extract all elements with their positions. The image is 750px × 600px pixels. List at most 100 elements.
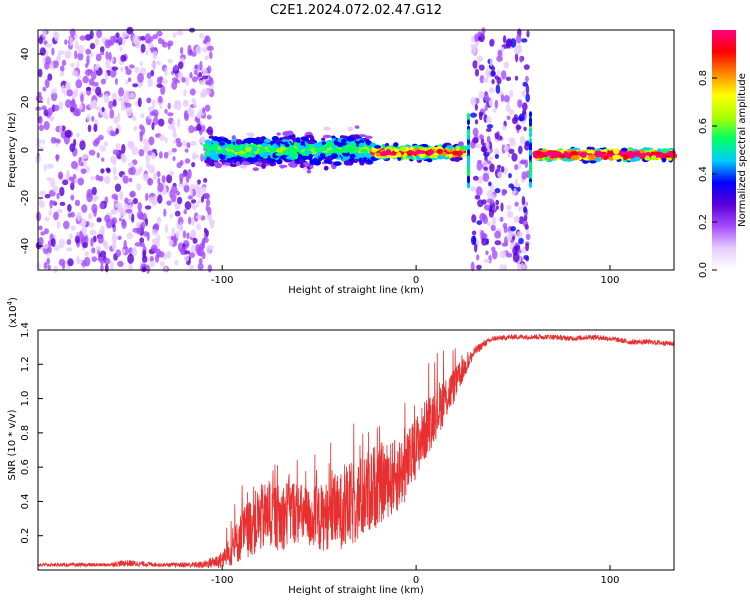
spectrogram-cell	[69, 233, 73, 240]
spectrogram-cell	[484, 104, 488, 112]
spectrogram-cell	[512, 252, 520, 263]
spectrogram-cell	[470, 235, 477, 246]
spectrogram-cell	[306, 169, 312, 174]
spectrogram-cell	[142, 173, 149, 182]
spectrogram-cell	[506, 115, 511, 121]
spectrogram-cell	[495, 199, 500, 206]
spectrogram-cell	[205, 205, 209, 212]
spectrogram-cell	[174, 79, 180, 84]
spectrogram-cell	[177, 196, 183, 205]
spectrogram-cell	[535, 150, 542, 156]
spectrogram-cell	[505, 76, 512, 82]
colorbar-ticks: 0.0 0.2 0.4 0.6 0.8	[698, 70, 717, 278]
spectrogram-cell	[639, 150, 645, 154]
spectrogram-cell	[276, 132, 281, 136]
spectrogram-cell	[216, 136, 223, 143]
spectrogram-cell	[132, 34, 139, 45]
spectrogram-cell	[167, 43, 171, 50]
spectrogram-cell	[472, 137, 479, 144]
snr-y-tick-label: 1.0	[20, 391, 31, 407]
spectrogram-cell	[148, 106, 155, 113]
spectrogram-cell	[88, 149, 96, 156]
spectrogram-cell	[529, 181, 532, 188]
spectrogram-cell	[476, 161, 483, 171]
spectrogram-cell	[35, 95, 43, 103]
colorbar-tick-label: 0.0	[698, 262, 709, 278]
spectrogram-cell	[115, 249, 122, 257]
spectrogram-cell	[259, 153, 269, 158]
spectrogram-cell	[129, 141, 135, 149]
spectrogram-cell	[59, 65, 65, 72]
spectrogram-cell	[44, 194, 51, 199]
spectrogram-cell	[101, 157, 105, 162]
spectrogram-cell	[111, 66, 119, 71]
spectrogram-cell	[529, 144, 532, 151]
spectrogram-cell	[184, 110, 188, 119]
spectrogram-cell	[501, 125, 507, 131]
spectrogram-cell	[152, 117, 159, 126]
spectrogram-cell	[570, 151, 578, 156]
spectrogram-cell	[112, 166, 117, 176]
spectrogram-cell	[261, 159, 269, 164]
spectrogram-cell	[63, 220, 70, 230]
spectrogram-cell	[521, 90, 526, 98]
spectrogram-cell	[103, 141, 109, 147]
spectrogram-cell	[481, 27, 486, 35]
spectrogram-cell	[168, 170, 175, 176]
spectrogram-cell	[579, 152, 586, 158]
spectrogram-cell	[104, 39, 111, 49]
spectrogram-cell	[195, 45, 202, 55]
spectrogram-cell	[43, 120, 50, 131]
spectrogram-cell	[513, 188, 517, 194]
spectrogram-cell	[454, 156, 460, 162]
spectrogram-cell	[319, 153, 326, 158]
spectrogram-cell	[91, 247, 96, 254]
spectrogram-cell	[488, 87, 495, 94]
spectrogram-cell	[358, 157, 363, 163]
spectrogram-cell	[486, 116, 492, 124]
spectrogram-cell	[189, 187, 193, 198]
spectrogram-cell	[131, 213, 135, 223]
spectrogram-cell	[525, 84, 530, 95]
spectrogram-cell	[476, 254, 480, 261]
spectrogram-cell	[46, 163, 54, 169]
spectrogram-cell	[125, 68, 132, 76]
spectrogram-cell	[187, 169, 192, 179]
spectrogram-cell	[525, 75, 529, 83]
spectrogram-cell	[167, 58, 173, 64]
spectrogram-cell	[81, 226, 87, 235]
spectrogram-cell	[189, 72, 193, 79]
spectrogram-cell	[66, 247, 73, 252]
spectrogram-cell	[105, 59, 111, 69]
spectrogram-cell	[169, 213, 174, 219]
spectrogram-cell	[513, 215, 520, 223]
spectrogram-cell	[587, 149, 595, 155]
spectrogram-cell	[79, 140, 86, 151]
spectrogram-cell	[494, 99, 499, 109]
spectrogram-cell	[208, 162, 214, 166]
spectrogram-cell	[49, 115, 55, 122]
spectrogram-cell	[506, 38, 513, 47]
spectrogram-cell	[173, 103, 179, 110]
spectrogram-cell	[52, 185, 58, 193]
spectrogram-cell	[204, 55, 209, 61]
spectrogram-x-ticks: -100 0 100	[211, 265, 620, 286]
spectrogram-cell	[333, 161, 342, 166]
spectrogram-cell	[359, 139, 364, 145]
spectrogram-cell	[353, 134, 360, 140]
spectrogram-cell	[489, 163, 495, 173]
spectrogram-cell	[203, 227, 208, 234]
spectrogram-cell	[349, 153, 356, 159]
spectrogram-cell	[77, 177, 84, 186]
spectrogram-cell	[113, 175, 119, 181]
spectrogram-cell	[360, 149, 369, 153]
spectrogram-y-tick-label: 40	[20, 48, 31, 61]
spectrogram-cell	[488, 156, 494, 161]
spectrogram-cell	[189, 88, 196, 96]
spectrogram-cell	[120, 98, 125, 107]
spectrogram-cell	[188, 264, 195, 270]
spectrogram-cell	[140, 113, 145, 119]
spectrogram-cell	[199, 60, 203, 71]
spectrogram-cell	[594, 150, 603, 157]
spectrogram-cell	[171, 120, 176, 127]
